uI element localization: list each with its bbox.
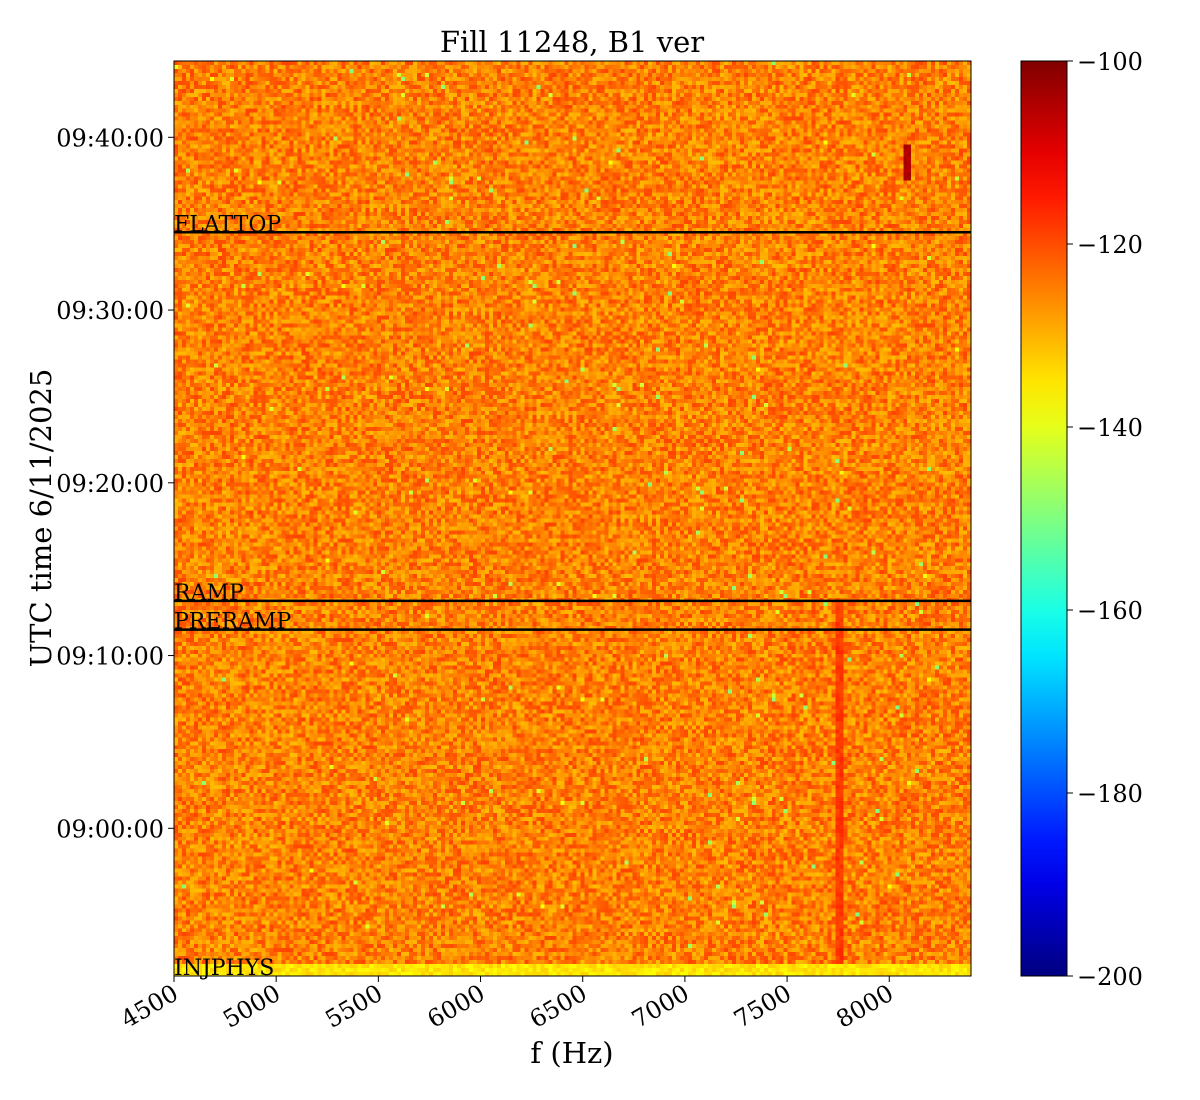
heatmap-plot-area [173,60,972,977]
x-tick-label: 4500 [116,979,183,1034]
phase-label: RAMP [174,581,244,606]
x-tick-label: 5000 [218,979,285,1034]
x-tick-label: 5500 [320,979,387,1034]
y-tick-label: 09:00:00 [56,815,164,843]
y-tick-label: 09:10:00 [56,643,164,671]
colorbar-tick-label: −100 [1077,48,1143,76]
y-axis: 09:00:00 09:10:00 09:20:00 09:30:00 09:40:00 [56,124,174,843]
x-tick-label: 7500 [729,979,796,1034]
x-axis: 4500 5000 5500 6000 6500 7000 7500 8000 [116,976,898,1034]
colorbar-tick-label: −160 [1077,597,1143,625]
phase-label: INJPHYS [174,956,274,981]
phase-label: PRERAMP [174,610,291,635]
colorbar-tick-label: −180 [1077,780,1143,808]
x-tick-label: 7000 [627,979,694,1034]
y-axis-label: UTC time 6/11/2025 [24,369,58,668]
phase-markers: FLATTOP RAMP PRERAMP INJPHYS [174,212,971,981]
colorbar-gradient [1020,60,1068,977]
x-tick-label: 6000 [423,979,490,1034]
x-tick-label: 6500 [525,979,592,1034]
y-tick-label: 09:20:00 [56,470,164,498]
plot-frame [173,60,972,977]
x-axis-label: f (Hz) [530,1036,613,1070]
colorbar-tick-label: −200 [1077,963,1143,991]
phase-label: FLATTOP [174,212,281,237]
x-tick-label: 8000 [831,979,898,1034]
heatmap-image [174,61,971,976]
colorbar-tick-label: −120 [1077,231,1143,259]
colorbar: −100 −120 −140 −160 −180 −200 [1020,48,1143,991]
y-tick-label: 09:30:00 [56,297,164,325]
chart-title: Fill 11248, B1 ver [440,25,704,59]
y-tick-label: 09:40:00 [56,124,164,152]
colorbar-tick-label: −140 [1077,414,1143,442]
